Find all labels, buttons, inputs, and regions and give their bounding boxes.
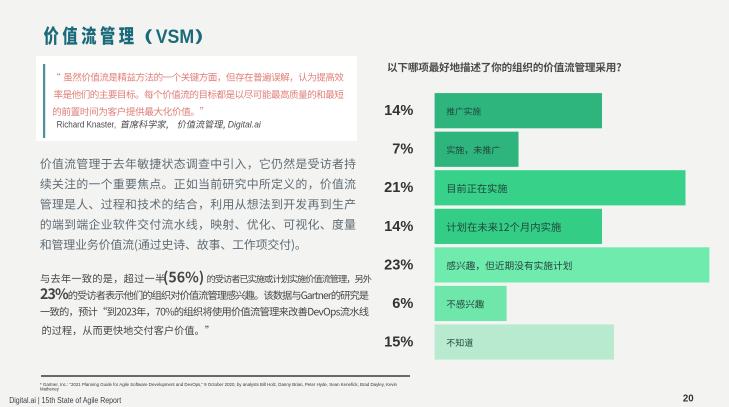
svg-text:Digital.ai | 15th State of Agi: Digital.ai | 15th State of Agile Report: [9, 395, 121, 405]
svg-text:14%: 14%: [384, 103, 413, 119]
svg-text:15%: 15%: [384, 334, 413, 350]
svg-text:* Gartner, Inc.: “2021 Planni: * Gartner, Inc.: “2021 Planning Guide fo…: [40, 382, 398, 387]
svg-text:Digital.ai: Digital.ai: [228, 120, 262, 131]
svg-text:Matheney: Matheney: [40, 386, 60, 391]
svg-text:VSM: VSM: [156, 27, 195, 48]
svg-text:14%: 14%: [384, 219, 413, 235]
svg-text:7%: 7%: [392, 142, 413, 158]
svg-text:6%: 6%: [392, 296, 413, 312]
svg-text:Richard Knaster,: Richard Knaster,: [57, 120, 117, 130]
svg-text:23%: 23%: [384, 257, 413, 273]
svg-text:20: 20: [683, 394, 694, 405]
svg-text:21%: 21%: [384, 180, 413, 196]
